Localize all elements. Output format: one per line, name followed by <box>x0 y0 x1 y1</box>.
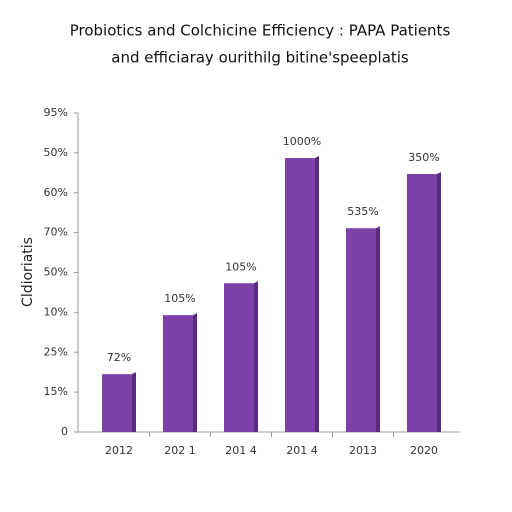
y-tick-label: 0 <box>61 425 68 438</box>
x-tick-label: 202 1 <box>164 444 196 457</box>
bar-side <box>376 226 380 432</box>
bar-side <box>132 372 136 432</box>
y-tick-label: 60% <box>44 186 68 199</box>
y-tick-label: 95% <box>44 106 68 119</box>
y-tick-label: 25% <box>44 345 68 358</box>
x-tick-label: 2020 <box>410 444 438 457</box>
x-tick-label: 201 4 <box>225 444 257 457</box>
y-tick-label: 15% <box>44 385 68 398</box>
chart-subtitle: and efficiaray ourithilg bitine'speeplat… <box>111 49 409 67</box>
x-tick-label: 201 4 <box>286 444 318 457</box>
y-tick-label: 50% <box>44 266 68 279</box>
chart-title: Probiotics and Colchicine Efficiency : P… <box>70 22 451 40</box>
bar-label: 105% <box>164 292 195 305</box>
bar <box>285 158 319 432</box>
bar <box>224 283 258 432</box>
y-tick-label: 50% <box>44 146 68 159</box>
bar-label: 350% <box>408 151 439 164</box>
bar-label: 105% <box>225 260 256 273</box>
bar-side <box>315 156 319 432</box>
bar <box>163 315 197 432</box>
bar-side <box>254 281 258 432</box>
bar-side <box>193 313 197 432</box>
bar <box>407 174 441 433</box>
x-tick-label: 2012 <box>105 444 133 457</box>
bar <box>346 228 380 432</box>
y-axis-label: Cldioriatis <box>20 237 36 307</box>
bar-side <box>437 172 441 433</box>
bar-label: 535% <box>347 205 378 218</box>
bar-label: 72% <box>107 351 131 364</box>
bar-label: 1000% <box>283 135 321 148</box>
y-tick-label: 70% <box>44 226 68 239</box>
x-tick-label: 2013 <box>349 444 377 457</box>
bar <box>102 374 136 432</box>
y-tick-label: 10% <box>44 305 68 318</box>
